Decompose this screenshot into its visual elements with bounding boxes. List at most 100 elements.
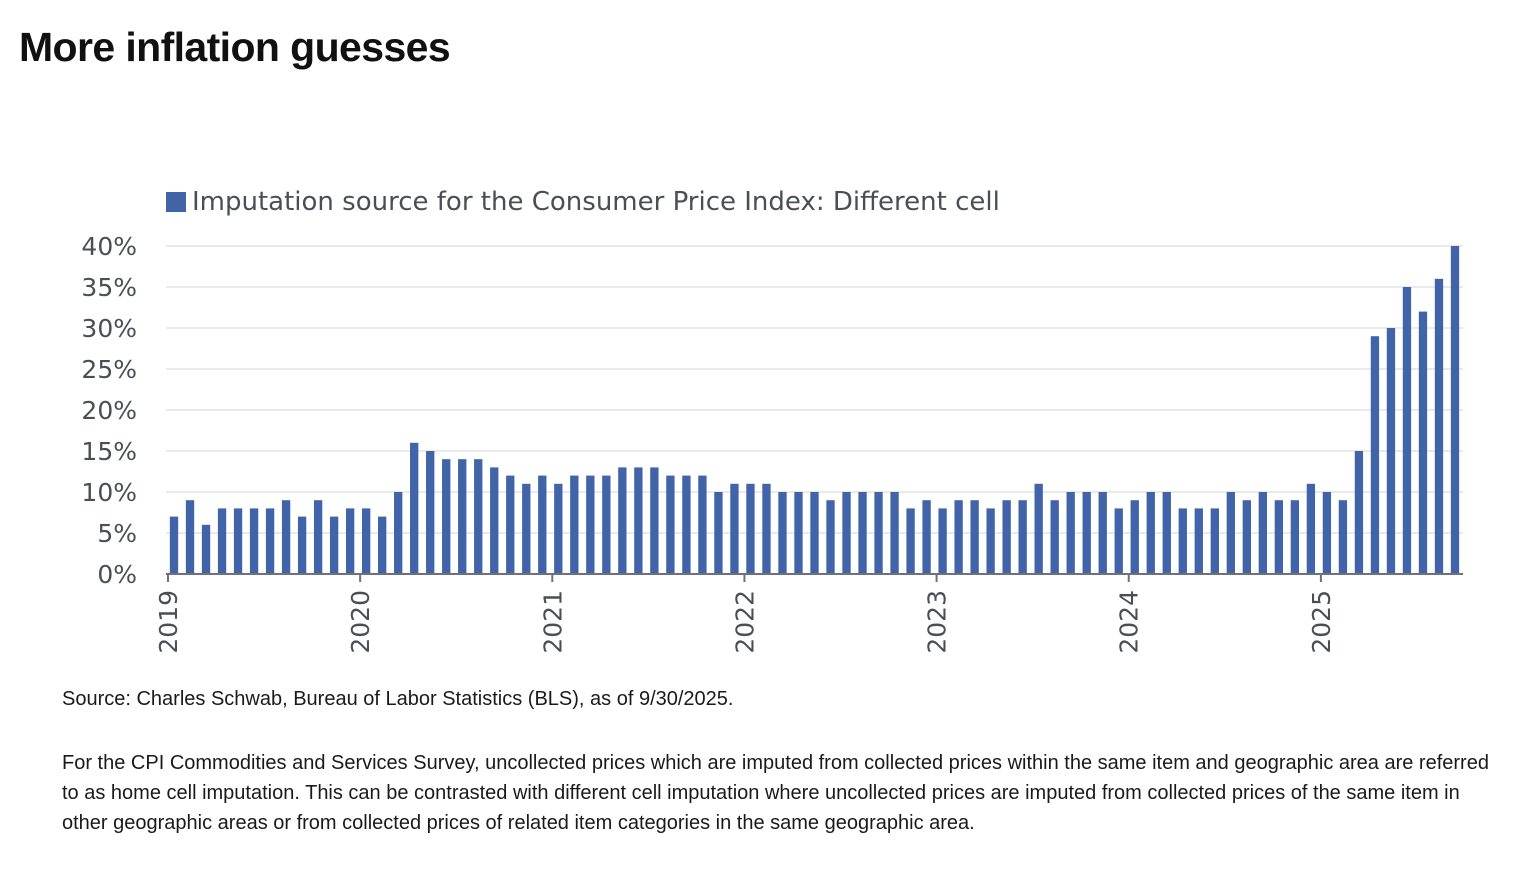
legend-swatch [166,192,186,212]
bar [1066,492,1075,574]
bar [1146,492,1155,574]
bar [650,467,659,574]
bar [233,508,243,574]
bar [1098,492,1107,574]
bar [1338,500,1348,574]
bar [1178,508,1187,574]
bar [345,508,355,574]
bar-chart: Imputation source for the Consumer Price… [81,187,1463,654]
gridlines [166,245,1463,534]
bar [201,524,211,574]
bar [1306,483,1316,574]
x-tick-label: 2021 [538,590,567,654]
bar [666,475,675,574]
bar [442,459,451,574]
bar [394,492,403,574]
legend-label: Imputation source for the Consumer Price… [192,187,1000,217]
x-tick-label: 2020 [346,590,375,654]
y-tick-label: 0% [97,560,137,589]
bar [361,508,371,574]
y-tick-label: 35% [81,273,137,302]
bar [265,508,275,574]
bar [1354,451,1364,574]
x-tick-label: 2022 [730,590,759,654]
bar [874,492,883,574]
bar [922,500,931,574]
bar [426,451,435,574]
bar [1434,278,1444,574]
bar [1322,492,1332,574]
bar [281,500,291,574]
bar [810,492,819,574]
bar [1210,508,1219,574]
bar [217,508,227,574]
x-tick-label: 2024 [1115,590,1144,654]
bar [538,475,547,574]
bar [714,492,723,574]
bar [746,483,755,574]
y-axis: 0% 5% 10% 15% 20% 25% 30% 35% 40% [81,232,137,589]
bar [618,467,627,574]
chart-container: Imputation source for the Consumer Price… [0,170,1538,670]
bar [1402,287,1412,574]
bar [1418,311,1428,574]
bar [858,492,867,574]
bar [698,475,707,574]
bar [1082,492,1091,574]
bar [1242,500,1251,574]
x-tick-labels: 2019 2020 2021 2022 2023 2024 2025 [154,590,1336,654]
bar [410,442,419,574]
bar [986,508,995,574]
bar [1194,508,1203,574]
bar [297,516,307,574]
y-tick-label: 25% [81,355,137,384]
chart-legend: Imputation source for the Consumer Price… [166,187,1000,217]
bar [954,500,963,574]
bar [586,475,595,574]
x-tick-label: 2023 [923,590,952,654]
bar [970,500,979,574]
bar [1450,246,1460,574]
bar [554,483,563,574]
bar [682,475,691,574]
page-title: More inflation guesses [19,24,451,70]
y-tick-label: 20% [81,396,137,425]
y-tick-label: 40% [81,232,137,261]
bar [730,483,739,574]
bar [1018,500,1027,574]
bar [778,492,787,574]
bar [794,492,803,574]
x-tick-label: 2025 [1307,590,1336,654]
bar [570,475,579,574]
y-tick-label: 15% [81,437,137,466]
x-tick-label: 2019 [154,590,183,654]
bar [474,459,483,574]
bar [842,492,851,574]
bar [169,516,179,574]
bar [1386,328,1396,574]
bar [1274,500,1284,574]
bar [602,475,611,574]
bar [1114,508,1123,574]
bar [185,500,195,574]
y-tick-label: 10% [81,478,137,507]
x-axis [166,573,1463,582]
bar [1002,500,1011,574]
y-tick-label: 5% [97,519,137,548]
bar [490,467,499,574]
bars [169,246,1460,574]
bar [313,500,323,574]
bar [1258,492,1268,574]
bar [506,475,515,574]
bar [522,483,531,574]
source-note: Source: Charles Schwab, Bureau of Labor … [62,688,734,710]
bar [906,508,915,574]
bar [249,508,259,574]
bar [634,467,643,574]
bar [1370,336,1380,574]
bar [1162,492,1171,574]
bar [938,508,947,574]
bar [1290,500,1300,574]
bar [1034,483,1043,574]
bar [378,516,387,574]
